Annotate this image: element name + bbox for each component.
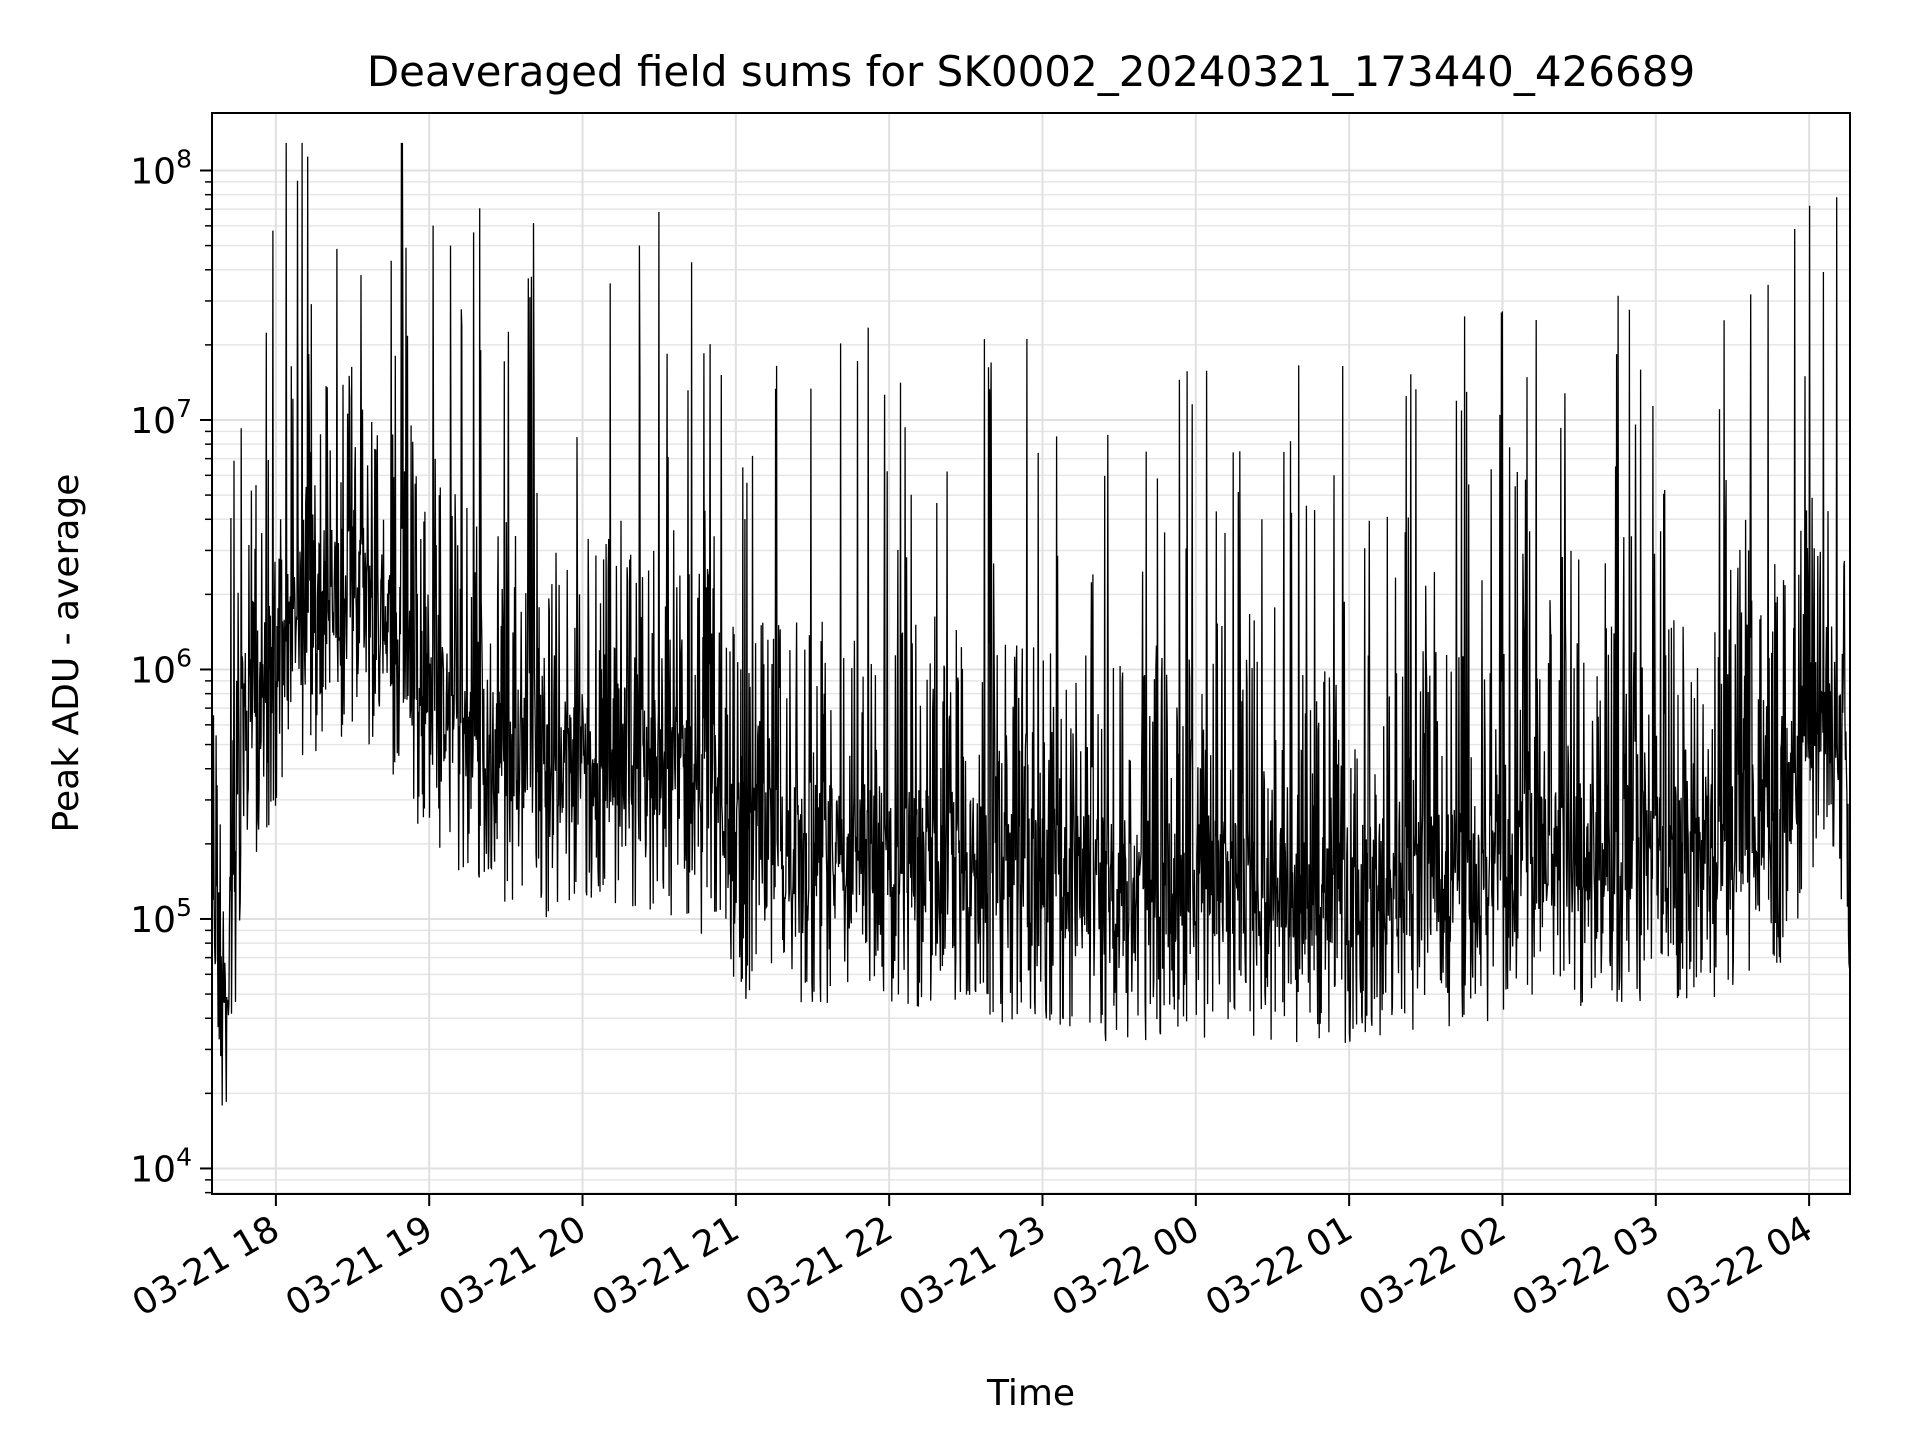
x-tick-label: 03-22 04 bbox=[1659, 1208, 1820, 1324]
x-tick-label: 03-21 23 bbox=[892, 1208, 1053, 1324]
y-tick-label: 108 bbox=[130, 144, 192, 192]
y-tick-label: 106 bbox=[130, 643, 192, 691]
y-tick-label: 105 bbox=[130, 893, 192, 941]
y-tick-label: 104 bbox=[130, 1142, 192, 1190]
y-tick-label: 107 bbox=[130, 394, 192, 442]
y-axis-ticks: 104 105 106 107 108 bbox=[130, 144, 212, 1194]
x-tick-label: 03-22 02 bbox=[1352, 1208, 1513, 1324]
x-tick-label: 03-21 19 bbox=[279, 1208, 440, 1324]
x-tick-label: 03-21 20 bbox=[432, 1208, 593, 1324]
x-tick-label: 03-22 03 bbox=[1506, 1208, 1667, 1324]
plot-frame bbox=[211, 112, 1851, 1195]
x-tick-label: 03-21 22 bbox=[739, 1208, 900, 1324]
x-tick-label: 03-22 00 bbox=[1046, 1208, 1207, 1324]
series-line bbox=[211, 142, 1851, 1106]
x-tick-label: 03-21 21 bbox=[586, 1208, 747, 1324]
chart-title: Deaveraged field sums for SK0002_2024032… bbox=[367, 47, 1695, 96]
x-axis-label: Time bbox=[986, 1373, 1075, 1414]
y-axis-label: Peak ADU - average bbox=[46, 474, 87, 833]
x-tick-label: 03-21 18 bbox=[126, 1208, 287, 1324]
x-tick-label: 03-22 01 bbox=[1199, 1208, 1360, 1324]
series-group bbox=[211, 142, 1851, 1106]
